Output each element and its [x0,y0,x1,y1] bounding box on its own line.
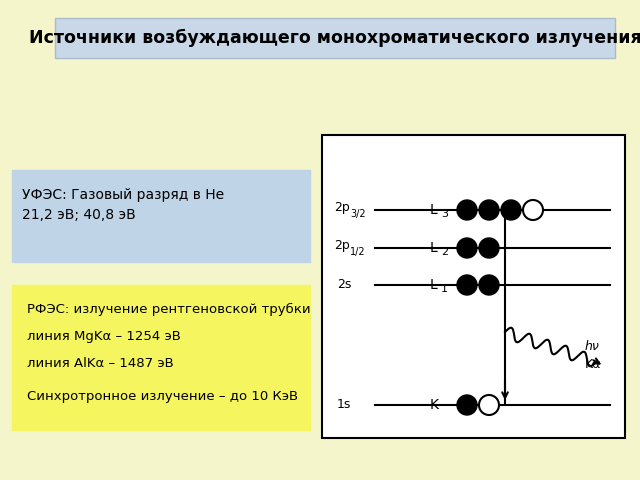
Text: УФЭС: Газовый разряд в Не: УФЭС: Газовый разряд в Не [22,188,224,202]
Circle shape [457,275,477,295]
Text: 2s: 2s [337,278,351,291]
Text: Kα: Kα [585,359,602,372]
Text: 2p: 2p [334,202,349,215]
Text: Синхротронное излучение – до 10 КэВ: Синхротронное излучение – до 10 КэВ [27,390,298,403]
Text: 1s: 1s [337,398,351,411]
Text: hν: hν [585,340,600,353]
Text: линия AlKα – 1487 эВ: линия AlKα – 1487 эВ [27,357,173,370]
Circle shape [479,395,499,415]
FancyBboxPatch shape [55,18,615,58]
Circle shape [479,238,499,258]
Text: Источники возбуждающего монохроматического излучения: Источники возбуждающего монохроматическо… [29,29,640,47]
Text: L: L [430,241,438,255]
FancyBboxPatch shape [12,170,310,262]
Circle shape [457,238,477,258]
Text: 3/2: 3/2 [350,209,365,219]
FancyBboxPatch shape [12,285,310,430]
Circle shape [479,200,499,220]
Circle shape [501,200,521,220]
Circle shape [479,275,499,295]
Text: 21,2 эВ; 40,8 эВ: 21,2 эВ; 40,8 эВ [22,208,136,222]
Circle shape [523,200,543,220]
Text: РФЭС: излучение рентгеновской трубки: РФЭС: излучение рентгеновской трубки [27,303,310,316]
Text: 3: 3 [441,209,448,219]
Circle shape [457,395,477,415]
Text: L: L [430,278,438,292]
Text: L: L [430,203,438,217]
Text: 1/2: 1/2 [350,247,365,257]
FancyBboxPatch shape [322,135,625,438]
Circle shape [457,200,477,220]
Text: K: K [430,398,439,412]
Text: 1: 1 [441,284,448,294]
Text: 2: 2 [441,247,448,257]
Text: линия MgKα – 1254 эВ: линия MgKα – 1254 эВ [27,330,181,343]
Text: 2p: 2p [334,240,349,252]
